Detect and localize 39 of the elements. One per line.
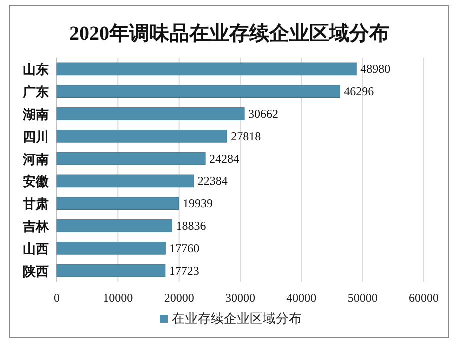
y-tick-label: 陕西 xyxy=(23,264,49,279)
data-label: 24284 xyxy=(210,152,240,166)
y-tick-label: 湖南 xyxy=(22,107,49,122)
x-tick-label: 40000 xyxy=(286,291,317,305)
x-tick-label: 60000 xyxy=(409,291,439,305)
y-tick-label: 甘肃 xyxy=(22,196,49,212)
y-tick-label: 四川 xyxy=(23,129,49,144)
chart-title: 2020年调味品在业存续企业区域分布 xyxy=(70,23,390,45)
x-tick-label: 0 xyxy=(54,291,60,305)
data-label: 46296 xyxy=(344,84,374,99)
bar xyxy=(56,152,206,166)
data-label: 22384 xyxy=(198,174,228,188)
data-label: 18836 xyxy=(176,219,206,233)
data-label: 17723 xyxy=(169,264,200,278)
x-tick-label: 20000 xyxy=(164,291,194,305)
bar xyxy=(56,85,340,98)
y-tick-label: 山东 xyxy=(23,62,49,78)
bar xyxy=(56,220,172,232)
bar xyxy=(56,174,194,188)
legend-label: 在业存续企业区域分布 xyxy=(172,311,302,326)
y-tick-label: 安徽 xyxy=(23,174,50,190)
y-tick-label: 吉林 xyxy=(22,219,50,234)
bar xyxy=(56,130,228,143)
x-tick-label: 10000 xyxy=(103,291,134,305)
x-tick-label: 30000 xyxy=(226,291,256,305)
data-label: 17760 xyxy=(170,241,200,256)
data-label: 19939 xyxy=(182,196,213,211)
data-label: 27818 xyxy=(231,129,262,144)
bar xyxy=(56,108,245,120)
bar xyxy=(56,62,357,76)
x-tick-label: 50000 xyxy=(348,291,378,305)
data-label: 48980 xyxy=(360,62,391,76)
y-tick-label: 山西 xyxy=(23,241,49,256)
data-label: 30662 xyxy=(248,107,279,121)
y-tick-label: 广东 xyxy=(22,84,49,100)
bar xyxy=(56,197,180,210)
y-tick-label: 河南 xyxy=(22,152,49,167)
bar xyxy=(56,264,166,278)
bar xyxy=(56,242,166,255)
